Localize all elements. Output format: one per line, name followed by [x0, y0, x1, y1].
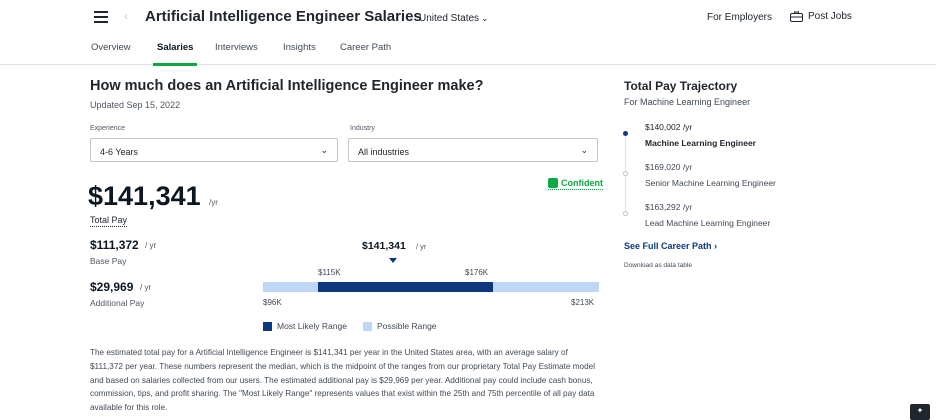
- trajectory-dot: [623, 171, 628, 176]
- possible-high-label: $213K: [571, 298, 595, 307]
- feedback-button[interactable]: ✦: [910, 404, 930, 420]
- confidence-badge[interactable]: Confident: [548, 178, 603, 190]
- possible-low-label: $96K: [263, 298, 282, 307]
- see-full-label: See Full Career Path: [624, 241, 712, 251]
- trajectory-pay: $163,292 /yr: [645, 202, 693, 212]
- confidence-label: Confident: [561, 178, 603, 188]
- briefcase-icon: [790, 11, 803, 22]
- chevron-down-icon: ⌄: [580, 145, 588, 155]
- possible-swatch: [363, 321, 372, 331]
- country-label: United States: [419, 13, 480, 24]
- additional-pay-amount: $29,969: [90, 280, 134, 294]
- post-jobs-label: Post Jobs: [808, 11, 852, 22]
- likely-high-label: $176K: [465, 268, 489, 277]
- tab-interviews[interactable]: Interviews: [215, 42, 258, 53]
- likely-range-bar: [317, 282, 493, 292]
- likely-swatch: [263, 321, 272, 331]
- legend-possible-label: Possible Range: [377, 321, 437, 331]
- trajectory-subtitle: For Machine Learning Engineer: [624, 97, 751, 107]
- trajectory-pay: $140,002 /yr: [645, 122, 693, 132]
- median-marker-icon: [389, 258, 398, 263]
- tab-career-path[interactable]: Career Path: [340, 42, 392, 53]
- total-pay-amount: $141,341: [88, 181, 201, 211]
- industry-select[interactable]: All industries ⌄: [348, 138, 598, 162]
- legend-possible: Possible Range: [363, 321, 437, 331]
- base-pay-label: Base Pay: [90, 256, 127, 266]
- trajectory-dot: [623, 211, 628, 216]
- median-pay-unit: / yr: [416, 242, 427, 251]
- trajectory-dot-current: [623, 131, 628, 136]
- tab-salaries[interactable]: Salaries: [152, 42, 198, 66]
- additional-pay-label: Additional Pay: [90, 298, 145, 308]
- trajectory-role: Senior Machine Learning Engineer: [645, 178, 776, 188]
- top-bar: ‹ Artificial Intelligence Engineer Salar…: [0, 0, 936, 36]
- legend-likely: Most Likely Range: [263, 321, 347, 331]
- tab-insights[interactable]: Insights: [283, 42, 316, 53]
- experience-label: Experience: [90, 125, 126, 132]
- legend-likely-label: Most Likely Range: [277, 321, 347, 331]
- total-pay-label[interactable]: Total Pay: [90, 215, 128, 227]
- likely-low-label: $115K: [318, 268, 341, 277]
- trajectory-title: Total Pay Trajectory: [624, 79, 738, 93]
- base-pay-amount: $111,372: [90, 238, 139, 252]
- median-pay-amount: $141,341: [362, 240, 406, 252]
- trajectory-role: Lead Machine Learning Engineer: [645, 218, 771, 228]
- chevron-down-icon: ⌄: [481, 13, 489, 23]
- chevron-right-icon: ›: [714, 241, 718, 251]
- experience-value: 4-6 Years: [100, 147, 139, 157]
- download-data-table-link[interactable]: Download as data table: [624, 262, 692, 269]
- page-job-title: Artificial Intelligence Engineer Salarie…: [145, 8, 422, 25]
- experience-select[interactable]: 4-6 Years ⌄: [90, 138, 338, 162]
- tab-overview[interactable]: Overview: [91, 42, 131, 53]
- additional-pay-unit: / yr: [140, 283, 152, 292]
- for-employers-link[interactable]: For Employers: [707, 12, 773, 23]
- trajectory-pay: $169,020 /yr: [645, 162, 693, 172]
- hamburger-menu-icon[interactable]: [94, 11, 108, 23]
- country-selector[interactable]: United States ⌄: [419, 13, 489, 24]
- salary-heading: How much does an Artificial Intelligence…: [90, 78, 484, 94]
- see-full-career-path-link[interactable]: See Full Career Path ›: [624, 241, 717, 251]
- industry-value: All industries: [358, 147, 410, 157]
- salary-description: The estimated total pay for a Artificial…: [90, 348, 596, 413]
- trajectory-role: Machine Learning Engineer: [645, 138, 756, 148]
- tab-bar: Overview Salaries Interviews Insights Ca…: [0, 36, 936, 66]
- updated-date: Updated Sep 15, 2022: [90, 100, 181, 110]
- post-jobs-link[interactable]: Post Jobs: [790, 11, 852, 22]
- total-pay-unit: /yr: [209, 198, 218, 207]
- confidence-chart-icon: [548, 178, 558, 188]
- industry-label: Industry: [350, 125, 375, 132]
- back-arrow-icon[interactable]: ‹: [124, 9, 128, 23]
- chevron-down-icon: ⌄: [320, 145, 328, 155]
- base-pay-unit: / yr: [145, 241, 157, 250]
